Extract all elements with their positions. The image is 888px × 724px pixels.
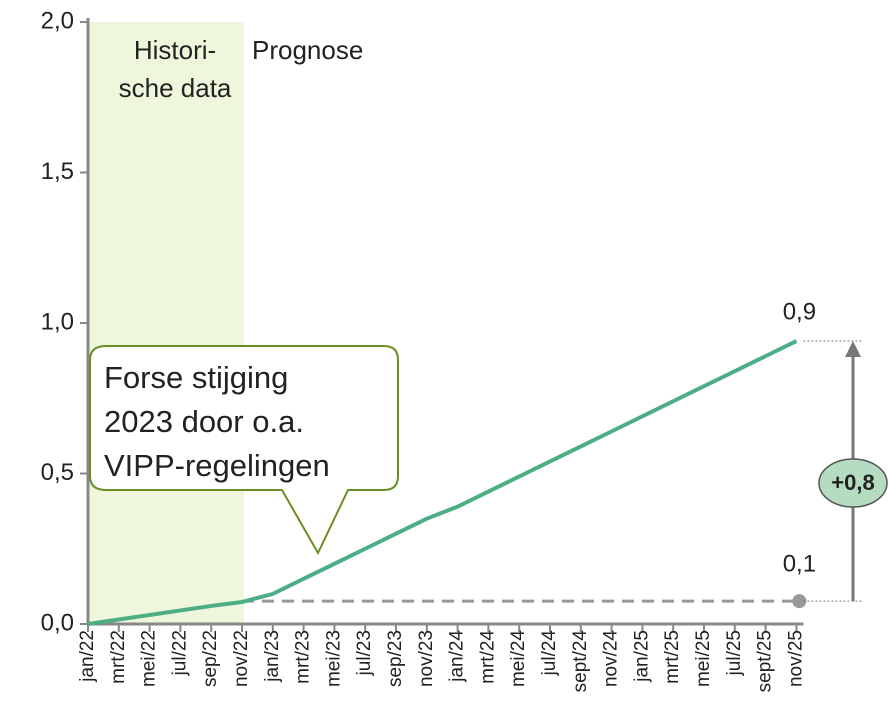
x-tick-label: jan/25: [631, 630, 652, 683]
x-tick-label: sept/25: [755, 630, 776, 692]
x-tick-label: mei/22: [139, 630, 160, 687]
y-tick-label: 1,0: [41, 308, 74, 335]
reference-label: 0,1: [783, 550, 816, 577]
y-tick-label: 1,5: [41, 158, 74, 185]
region-label: Prognose: [252, 35, 363, 65]
x-tick-label: mrt/23: [293, 630, 314, 684]
historical-region: [88, 22, 244, 624]
x-tick-label: mei/25: [693, 630, 714, 687]
x-tick-label: jul/25: [724, 630, 745, 676]
y-tick-label: 0,0: [41, 609, 74, 636]
x-tick-label: nov/23: [416, 630, 437, 687]
x-tick-label: nov/22: [231, 630, 252, 687]
callout-box: [89, 345, 399, 556]
end-label: 0,9: [783, 298, 816, 325]
x-tick-label: jul/24: [539, 630, 560, 677]
x-tick-label: jul/23: [354, 630, 375, 676]
x-tick-label: jan/23: [262, 630, 283, 683]
y-tick-label: 0,5: [41, 459, 74, 486]
arrow-head: [845, 341, 861, 358]
region-label: Histori-: [134, 35, 216, 65]
difference-badge: [818, 458, 888, 508]
data-line: [87, 339, 798, 626]
x-tick-label: nov/24: [601, 630, 622, 687]
callout-text: Forse stijging: [104, 360, 288, 395]
y-tick-label: 2,0: [41, 7, 74, 34]
x-tick-label: mrt/24: [477, 630, 498, 684]
difference-label: +0,8: [831, 470, 874, 495]
x-tick-label: jul/22: [169, 630, 190, 676]
x-tick-label: mrt/22: [108, 630, 129, 684]
x-tick-label: sep/23: [385, 630, 406, 687]
reference-dot: [792, 594, 807, 609]
x-tick-label: jan/22: [77, 630, 98, 683]
x-tick-label: sep/22: [200, 630, 221, 687]
x-tick-label: mrt/25: [662, 630, 683, 684]
callout-text: 2023 door o.a.: [104, 404, 304, 439]
x-tick-label: sept/24: [570, 630, 591, 693]
x-tick-label: jan/24: [447, 630, 468, 683]
x-tick-label: mei/24: [508, 630, 529, 687]
x-tick-label: mei/23: [323, 630, 344, 687]
x-tick-label: nov/25: [785, 630, 806, 687]
callout-text: VIPP-regelingen: [104, 448, 330, 483]
region-label: sche data: [119, 73, 232, 103]
